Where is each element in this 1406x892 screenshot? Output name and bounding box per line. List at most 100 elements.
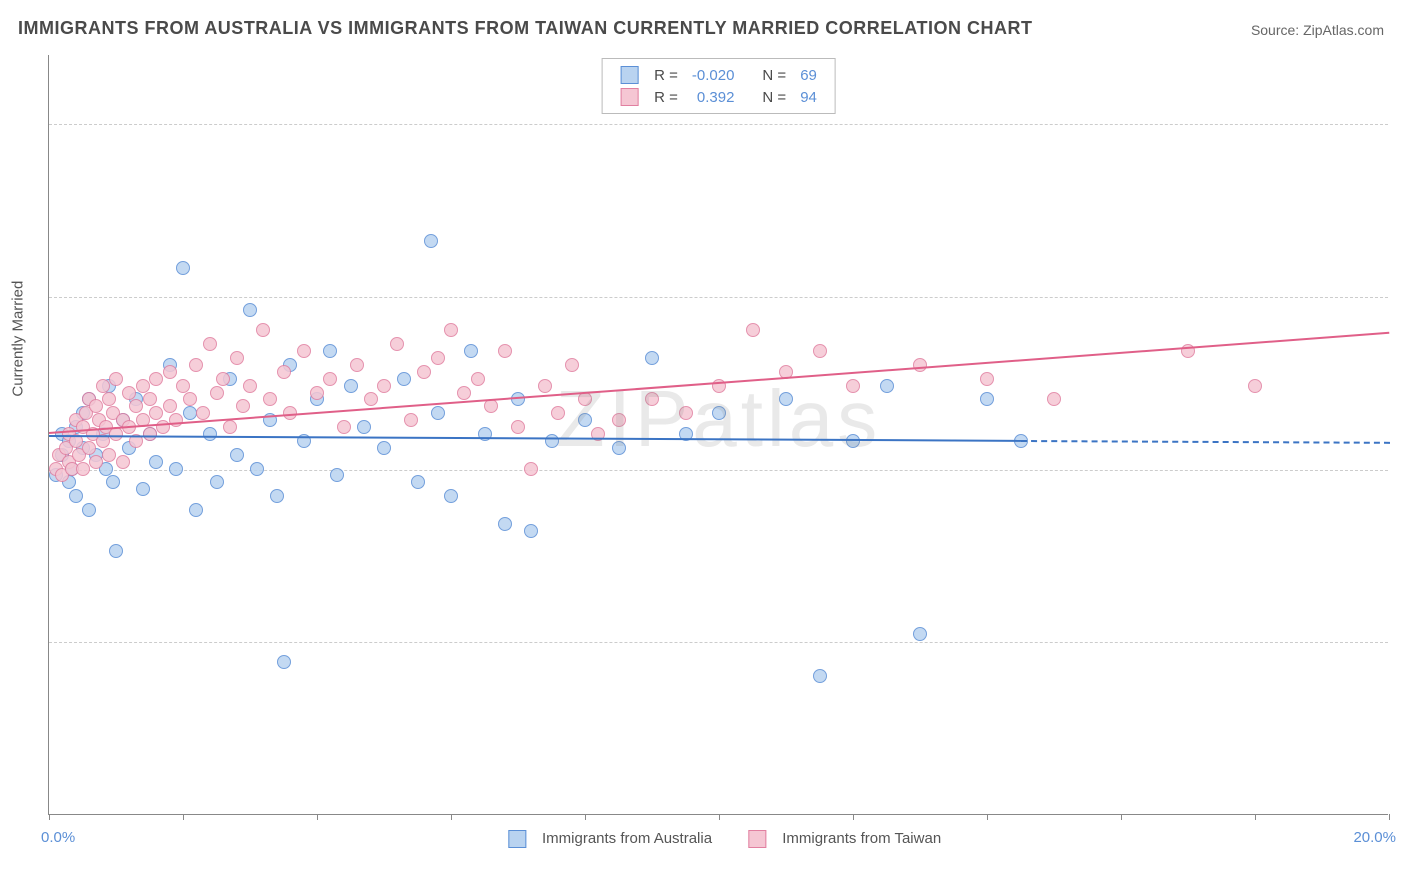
- correlation-legend: R =-0.020N =69R =0.392N =94: [601, 58, 836, 114]
- x-tick-mark: [853, 814, 854, 820]
- trendline-australia: [49, 435, 1020, 442]
- data-point-taiwan: [538, 379, 552, 393]
- data-point-taiwan: [679, 406, 693, 420]
- data-point-taiwan: [1248, 379, 1262, 393]
- data-point-taiwan: [337, 420, 351, 434]
- r-value: 0.392: [686, 87, 741, 107]
- data-point-taiwan: [149, 372, 163, 386]
- data-point-taiwan: [846, 379, 860, 393]
- data-point-australia: [612, 441, 626, 455]
- data-point-taiwan: [76, 462, 90, 476]
- data-point-australia: [136, 482, 150, 496]
- data-point-australia: [397, 372, 411, 386]
- data-point-australia: [203, 427, 217, 441]
- data-point-taiwan: [980, 372, 994, 386]
- swatch-icon: [620, 66, 638, 84]
- y-tick-label: 100.0%: [1398, 116, 1406, 133]
- data-point-taiwan: [578, 392, 592, 406]
- data-point-taiwan: [116, 455, 130, 469]
- x-tick-mark: [1121, 814, 1122, 820]
- data-point-australia: [330, 468, 344, 482]
- data-point-taiwan: [109, 372, 123, 386]
- data-point-taiwan: [746, 323, 760, 337]
- data-point-taiwan: [612, 413, 626, 427]
- data-point-australia: [524, 524, 538, 538]
- swatch-icon: [508, 830, 526, 848]
- data-point-taiwan: [216, 372, 230, 386]
- r-value: -0.020: [686, 65, 741, 85]
- data-point-taiwan: [230, 351, 244, 365]
- data-point-taiwan: [444, 323, 458, 337]
- data-point-taiwan: [149, 406, 163, 420]
- data-point-taiwan: [404, 413, 418, 427]
- data-point-australia: [913, 627, 927, 641]
- data-point-taiwan: [196, 406, 210, 420]
- data-point-australia: [183, 406, 197, 420]
- data-point-australia: [357, 420, 371, 434]
- data-point-australia: [210, 475, 224, 489]
- data-point-australia: [411, 475, 425, 489]
- data-point-taiwan: [471, 372, 485, 386]
- data-point-taiwan: [511, 420, 525, 434]
- data-point-australia: [149, 455, 163, 469]
- data-point-taiwan: [163, 365, 177, 379]
- data-point-australia: [82, 503, 96, 517]
- n-value: 69: [794, 65, 823, 85]
- data-point-australia: [377, 441, 391, 455]
- x-axis-max-label: 20.0%: [1353, 829, 1396, 846]
- data-point-taiwan: [457, 386, 471, 400]
- data-point-taiwan: [122, 386, 136, 400]
- data-point-taiwan: [183, 392, 197, 406]
- data-point-taiwan: [102, 392, 116, 406]
- data-point-taiwan: [189, 358, 203, 372]
- scatter-chart: ZIPatlas R =-0.020N =69R =0.392N =94 0.0…: [48, 55, 1388, 815]
- y-tick-label: 50.0%: [1398, 461, 1406, 478]
- data-point-taiwan: [169, 413, 183, 427]
- y-axis-label: Currently Married: [10, 281, 27, 397]
- x-tick-mark: [451, 814, 452, 820]
- data-point-taiwan: [96, 379, 110, 393]
- data-point-taiwan: [236, 399, 250, 413]
- data-point-australia: [712, 406, 726, 420]
- data-point-taiwan: [498, 344, 512, 358]
- data-point-taiwan: [484, 399, 498, 413]
- data-point-taiwan: [89, 455, 103, 469]
- data-point-australia: [323, 344, 337, 358]
- data-point-taiwan: [89, 399, 103, 413]
- n-label: N =: [756, 87, 792, 107]
- y-tick-label: 25.0%: [1398, 634, 1406, 651]
- data-point-australia: [344, 379, 358, 393]
- data-point-taiwan: [390, 337, 404, 351]
- gridline: [49, 297, 1388, 298]
- data-point-taiwan: [813, 344, 827, 358]
- data-point-australia: [230, 448, 244, 462]
- data-point-australia: [444, 489, 458, 503]
- data-point-taiwan: [210, 386, 224, 400]
- data-point-taiwan: [143, 427, 157, 441]
- data-point-australia: [69, 489, 83, 503]
- r-label: R =: [648, 87, 684, 107]
- n-value: 94: [794, 87, 823, 107]
- data-point-taiwan: [136, 379, 150, 393]
- data-point-taiwan: [431, 351, 445, 365]
- data-point-taiwan: [143, 392, 157, 406]
- series-legend: Immigrants from Australia Immigrants fro…: [484, 830, 953, 848]
- x-tick-mark: [183, 814, 184, 820]
- legend-item-australia: Immigrants from Australia: [496, 830, 712, 847]
- data-point-taiwan: [913, 358, 927, 372]
- data-point-australia: [511, 392, 525, 406]
- data-point-taiwan: [129, 399, 143, 413]
- data-point-taiwan: [297, 344, 311, 358]
- data-point-taiwan: [163, 399, 177, 413]
- x-tick-mark: [987, 814, 988, 820]
- x-tick-mark: [1255, 814, 1256, 820]
- data-point-taiwan: [524, 462, 538, 476]
- data-point-australia: [169, 462, 183, 476]
- x-tick-mark: [719, 814, 720, 820]
- trendline-ext-australia: [1020, 440, 1389, 444]
- x-axis-min-label: 0.0%: [41, 829, 75, 846]
- data-point-taiwan: [243, 379, 257, 393]
- data-point-taiwan: [551, 406, 565, 420]
- data-point-australia: [277, 655, 291, 669]
- data-point-australia: [645, 351, 659, 365]
